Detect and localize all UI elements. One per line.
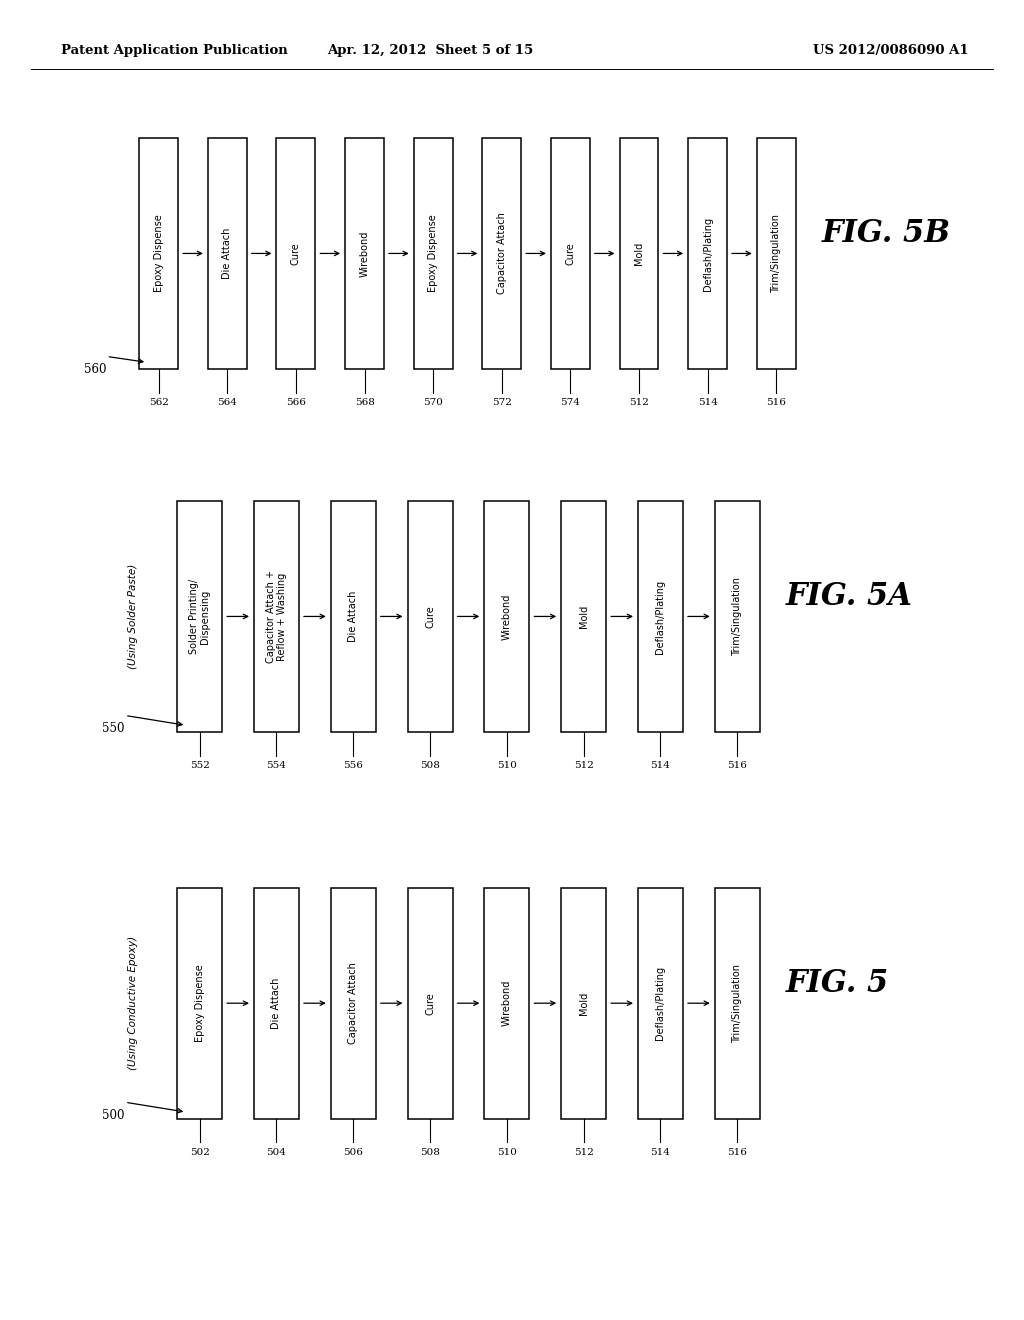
Text: Cure: Cure: [291, 242, 301, 265]
Bar: [408, 887, 453, 1119]
Bar: [688, 139, 727, 368]
Text: 570: 570: [423, 399, 443, 407]
Text: Capacitor Attach: Capacitor Attach: [348, 962, 358, 1044]
Text: Cure: Cure: [425, 605, 435, 628]
Text: Die Attach: Die Attach: [222, 228, 232, 279]
Bar: [254, 500, 299, 731]
Text: Cure: Cure: [425, 991, 435, 1015]
Text: 510: 510: [497, 1147, 517, 1156]
Text: Apr. 12, 2012  Sheet 5 of 15: Apr. 12, 2012 Sheet 5 of 15: [327, 44, 534, 57]
Text: Deflash/Plating: Deflash/Plating: [655, 966, 666, 1040]
Text: Die Attach: Die Attach: [271, 978, 282, 1028]
Bar: [408, 500, 453, 731]
Bar: [177, 887, 222, 1119]
Text: 516: 516: [727, 760, 748, 770]
Text: Capacitor Attach +
Reflow + Washing: Capacitor Attach + Reflow + Washing: [265, 570, 288, 663]
Bar: [331, 887, 376, 1119]
Text: Trim/Singulation: Trim/Singulation: [771, 214, 781, 293]
Bar: [177, 500, 222, 731]
Bar: [757, 139, 796, 368]
Text: 562: 562: [148, 399, 169, 407]
Text: 556: 556: [343, 760, 364, 770]
Text: Epoxy Dispense: Epoxy Dispense: [195, 965, 205, 1041]
Text: (Using Conductive Epoxy): (Using Conductive Epoxy): [128, 936, 138, 1071]
Bar: [484, 887, 529, 1119]
Text: Deflash/Plating: Deflash/Plating: [655, 579, 666, 653]
Bar: [638, 500, 683, 731]
Text: 566: 566: [286, 399, 306, 407]
Bar: [715, 887, 760, 1119]
Bar: [414, 139, 453, 368]
Text: Patent Application Publication: Patent Application Publication: [61, 44, 288, 57]
Bar: [715, 500, 760, 731]
Text: FIG. 5A: FIG. 5A: [785, 581, 912, 612]
Text: Wirebond: Wirebond: [502, 979, 512, 1027]
Text: 512: 512: [629, 399, 649, 407]
Text: 502: 502: [189, 1147, 210, 1156]
Text: Trim/Singulation: Trim/Singulation: [732, 964, 742, 1043]
Text: 572: 572: [492, 399, 512, 407]
Text: 568: 568: [354, 399, 375, 407]
Text: Die Attach: Die Attach: [348, 591, 358, 642]
Text: Cure: Cure: [565, 242, 575, 265]
Bar: [331, 500, 376, 731]
Bar: [620, 139, 658, 368]
Text: 512: 512: [573, 760, 594, 770]
Text: 500: 500: [102, 1109, 125, 1122]
Text: Epoxy Dispense: Epoxy Dispense: [154, 215, 164, 292]
Text: 504: 504: [266, 1147, 287, 1156]
Text: 514: 514: [650, 760, 671, 770]
Text: 516: 516: [727, 1147, 748, 1156]
Text: (Using Solder Paste): (Using Solder Paste): [128, 564, 138, 669]
Text: 508: 508: [420, 760, 440, 770]
Text: Mold: Mold: [579, 605, 589, 628]
Text: 514: 514: [650, 1147, 671, 1156]
Bar: [638, 887, 683, 1119]
Text: 510: 510: [497, 760, 517, 770]
Bar: [208, 139, 247, 368]
Text: 514: 514: [697, 399, 718, 407]
Text: Mold: Mold: [579, 991, 589, 1015]
Text: 560: 560: [84, 363, 106, 376]
Text: Trim/Singulation: Trim/Singulation: [732, 577, 742, 656]
Text: Epoxy Dispense: Epoxy Dispense: [428, 215, 438, 292]
Bar: [551, 139, 590, 368]
Bar: [254, 887, 299, 1119]
Text: 516: 516: [766, 399, 786, 407]
Text: FIG. 5B: FIG. 5B: [821, 218, 950, 249]
Text: 512: 512: [573, 1147, 594, 1156]
Text: 564: 564: [217, 399, 238, 407]
Text: 550: 550: [102, 722, 125, 735]
Text: Wirebond: Wirebond: [502, 593, 512, 640]
Text: Capacitor Attach: Capacitor Attach: [497, 213, 507, 294]
Bar: [561, 887, 606, 1119]
Text: 554: 554: [266, 760, 287, 770]
Bar: [561, 500, 606, 731]
Text: 552: 552: [189, 760, 210, 770]
Text: 508: 508: [420, 1147, 440, 1156]
Text: 574: 574: [560, 399, 581, 407]
Text: Deflash/Plating: Deflash/Plating: [702, 216, 713, 290]
Text: Mold: Mold: [634, 242, 644, 265]
Text: Wirebond: Wirebond: [359, 230, 370, 277]
Bar: [482, 139, 521, 368]
Bar: [139, 139, 178, 368]
Text: Solder Printing/
Dispensing: Solder Printing/ Dispensing: [188, 579, 211, 653]
Text: US 2012/0086090 A1: US 2012/0086090 A1: [813, 44, 969, 57]
Bar: [345, 139, 384, 368]
Bar: [484, 500, 529, 731]
Bar: [276, 139, 315, 368]
Text: FIG. 5: FIG. 5: [785, 968, 889, 999]
Text: 506: 506: [343, 1147, 364, 1156]
